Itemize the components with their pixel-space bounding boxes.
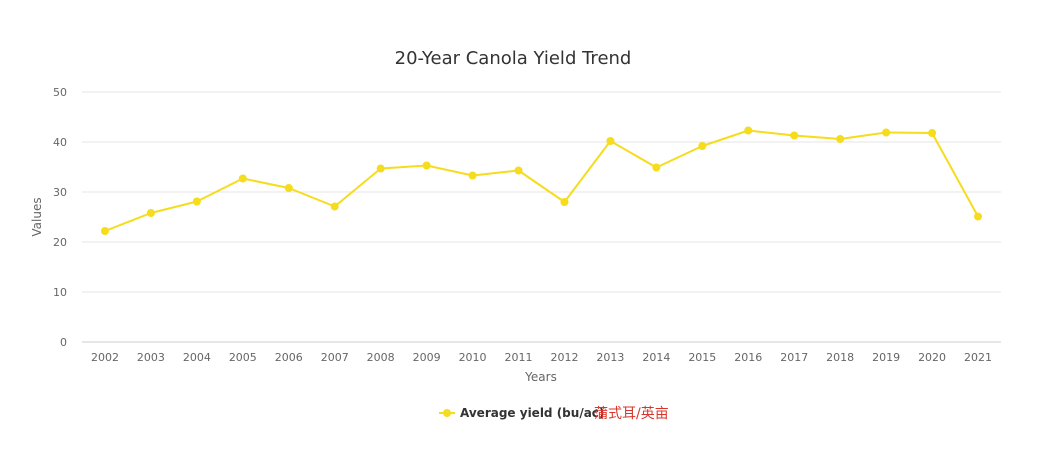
legend-unit-note: 蒲式耳/英亩 (594, 405, 669, 422)
x-tick-label: 2019 (872, 351, 900, 364)
x-tick-label: 2008 (367, 351, 395, 364)
x-tick-label: 2002 (91, 351, 119, 364)
data-point[interactable] (100, 227, 109, 235)
y-tick-label: 40 (53, 136, 67, 149)
x-tick-label: 2015 (688, 351, 716, 364)
data-point[interactable] (238, 174, 247, 183)
data-point[interactable] (606, 137, 615, 145)
x-tick-label: 2018 (826, 351, 854, 364)
data-point[interactable] (974, 212, 983, 221)
y-axis-ticks: 0 10 20 30 40 50 (53, 86, 67, 349)
x-tick-label: 2010 (459, 351, 487, 364)
x-tick-label: 2007 (321, 351, 349, 364)
x-axis-ticks: 2002 2003 2004 2005 2006 2007 2008 2009 2010 2011… (91, 351, 992, 364)
y-axis-title: Values (30, 197, 44, 236)
x-tick-label: 2003 (137, 351, 165, 364)
x-tick-label: 2006 (275, 351, 303, 364)
x-tick-label: 2014 (642, 351, 670, 364)
y-tick-label: 20 (53, 236, 67, 249)
legend[interactable]: Average yield (bu/ac) 蒲式耳/英亩 (439, 405, 669, 422)
x-tick-label: 2011 (505, 351, 533, 364)
data-point[interactable] (652, 163, 661, 172)
x-tick-label: 2013 (596, 351, 624, 364)
y-tick-label: 0 (60, 336, 67, 349)
data-point[interactable] (514, 166, 523, 175)
legend-series-label: Average yield (bu/ac) (460, 406, 604, 420)
x-tick-label: 2016 (734, 351, 762, 364)
x-tick-label: 2009 (413, 351, 441, 364)
legend-marker (443, 409, 451, 417)
series-line (104, 129, 979, 232)
data-point[interactable] (330, 202, 339, 211)
grid-lines (82, 91, 1001, 343)
x-axis-title: Years (524, 370, 557, 384)
data-point[interactable] (192, 197, 201, 206)
y-tick-label: 50 (53, 86, 67, 99)
data-point[interactable] (560, 198, 569, 206)
data-point[interactable] (468, 171, 477, 180)
data-point[interactable] (284, 184, 293, 192)
data-point[interactable] (422, 161, 431, 170)
data-point[interactable] (698, 142, 707, 150)
data-point[interactable] (790, 131, 799, 140)
y-tick-label: 10 (53, 286, 67, 299)
data-point[interactable] (836, 135, 845, 143)
data-point[interactable] (882, 128, 891, 137)
series-group (100, 126, 983, 235)
x-tick-label: 2005 (229, 351, 257, 364)
x-tick-label: 2021 (964, 351, 992, 364)
x-tick-label: 2012 (550, 351, 578, 364)
y-tick-label: 30 (53, 186, 67, 199)
x-tick-label: 2004 (183, 351, 211, 364)
x-tick-label: 2017 (780, 351, 808, 364)
data-point[interactable] (928, 129, 937, 137)
x-tick-label: 2020 (918, 351, 946, 364)
data-point[interactable] (146, 209, 155, 217)
data-point[interactable] (744, 126, 753, 135)
data-point[interactable] (376, 164, 385, 173)
chart-title: 20-Year Canola Yield Trend (395, 48, 632, 69)
